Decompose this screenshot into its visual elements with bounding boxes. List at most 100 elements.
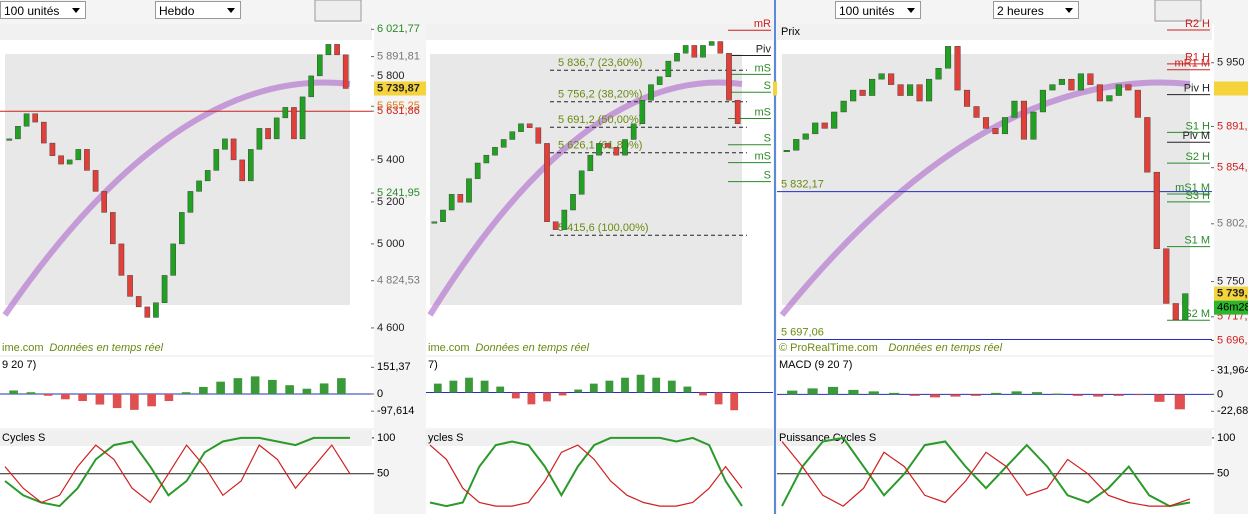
y-tick-label: 50 (1217, 468, 1229, 480)
candle (717, 41, 724, 54)
candle (204, 170, 211, 182)
macd-bar (589, 383, 598, 393)
candle (431, 221, 438, 224)
y-tick-label: 5 891,81 (377, 51, 420, 63)
fib-label: 5 756,2 (38,20%) (558, 89, 642, 101)
y-tick-label: 5 200 (377, 196, 405, 208)
candle (299, 96, 306, 140)
candle (812, 122, 819, 135)
pivot-label: S2 M (1184, 308, 1210, 320)
candle (840, 100, 847, 113)
candle (75, 149, 82, 161)
pivot-label: Piv (756, 43, 772, 55)
candle (535, 127, 542, 144)
candle (325, 44, 332, 56)
y-tick-label: -22,68 (1217, 405, 1248, 417)
candle (691, 45, 698, 58)
macd-bar (147, 393, 156, 407)
macd-bar (1011, 391, 1022, 395)
bollinger-band (430, 54, 742, 305)
chart-icon[interactable] (314, 0, 362, 22)
candle (578, 170, 585, 195)
candle (161, 275, 168, 303)
indicator-curve (2, 79, 351, 317)
y-tick-label: 100 (377, 432, 395, 444)
chart-icon[interactable] (1154, 0, 1202, 22)
pivot-label: mS (755, 106, 772, 118)
candle (256, 128, 263, 150)
candle (509, 131, 516, 140)
candle (153, 302, 159, 318)
candle (992, 128, 999, 135)
cycle-line (781, 436, 1191, 508)
period-select[interactable]: Hebdo (155, 1, 241, 19)
candle (144, 306, 151, 318)
candle (544, 143, 550, 222)
macd-bar (909, 394, 920, 396)
y-tick-label: 100 (1217, 432, 1235, 444)
candle (66, 159, 73, 165)
y-tick-label: 31,964 (1217, 364, 1248, 376)
candle (708, 41, 715, 46)
candle (850, 89, 857, 102)
cycle-line (429, 436, 743, 508)
indicator-curve (427, 79, 743, 317)
candle (1001, 117, 1009, 135)
macd-bar (337, 378, 346, 394)
candle (222, 138, 228, 150)
candle (878, 73, 885, 80)
candle (793, 139, 800, 151)
candle (734, 100, 741, 125)
candle (935, 68, 942, 80)
macd-bar (574, 389, 583, 393)
candle (1049, 84, 1056, 91)
header (426, 24, 773, 40)
candle (308, 75, 314, 98)
period-select[interactable]: 2 heures (993, 1, 1079, 19)
candle (1039, 89, 1046, 113)
candle (604, 143, 611, 148)
y-tick-label: -97,614 (377, 405, 414, 417)
macd-bar (1133, 394, 1145, 396)
candle (888, 73, 895, 85)
candle (282, 107, 289, 119)
pane-title: Prix (781, 26, 800, 38)
candle (613, 147, 620, 156)
macd-bar (95, 393, 105, 405)
macd-bar (1093, 394, 1104, 397)
candle (561, 209, 568, 230)
units-select[interactable]: 100 unités (0, 1, 86, 19)
candle (483, 154, 490, 164)
candle (963, 89, 971, 107)
candle (518, 123, 524, 132)
units-select[interactable]: 100 unités (835, 1, 921, 19)
y-tick-label: 5 800 (377, 70, 405, 82)
pivot-label: Piv H (1184, 82, 1210, 94)
candle (135, 296, 142, 308)
header (777, 24, 1212, 40)
pivot-label: S (764, 133, 771, 145)
pivot-label: S1 M (1184, 235, 1210, 247)
macd-bar (889, 392, 900, 395)
macd-bar (480, 380, 489, 393)
pivot-label: R1 H (1185, 52, 1210, 64)
y-tick-label: 4 600 (377, 322, 405, 334)
header (0, 24, 372, 40)
macd-bar (621, 377, 629, 393)
countdown-box (1214, 300, 1248, 315)
candle (273, 117, 280, 140)
pivot-label: mS (755, 151, 772, 163)
y-tick-label: 5 891,8 (1217, 120, 1248, 132)
macd-bar (496, 386, 505, 393)
y-tick-label: 5 739, (1217, 288, 1248, 300)
candle (127, 275, 133, 297)
macd-bar (61, 393, 70, 400)
candle (187, 191, 194, 213)
price-box (1214, 286, 1248, 301)
candle (1163, 248, 1170, 304)
candle (945, 46, 952, 69)
macd-bar (714, 392, 723, 405)
cycles-title: Puissance Cycles S (779, 432, 876, 444)
candle (265, 128, 271, 140)
